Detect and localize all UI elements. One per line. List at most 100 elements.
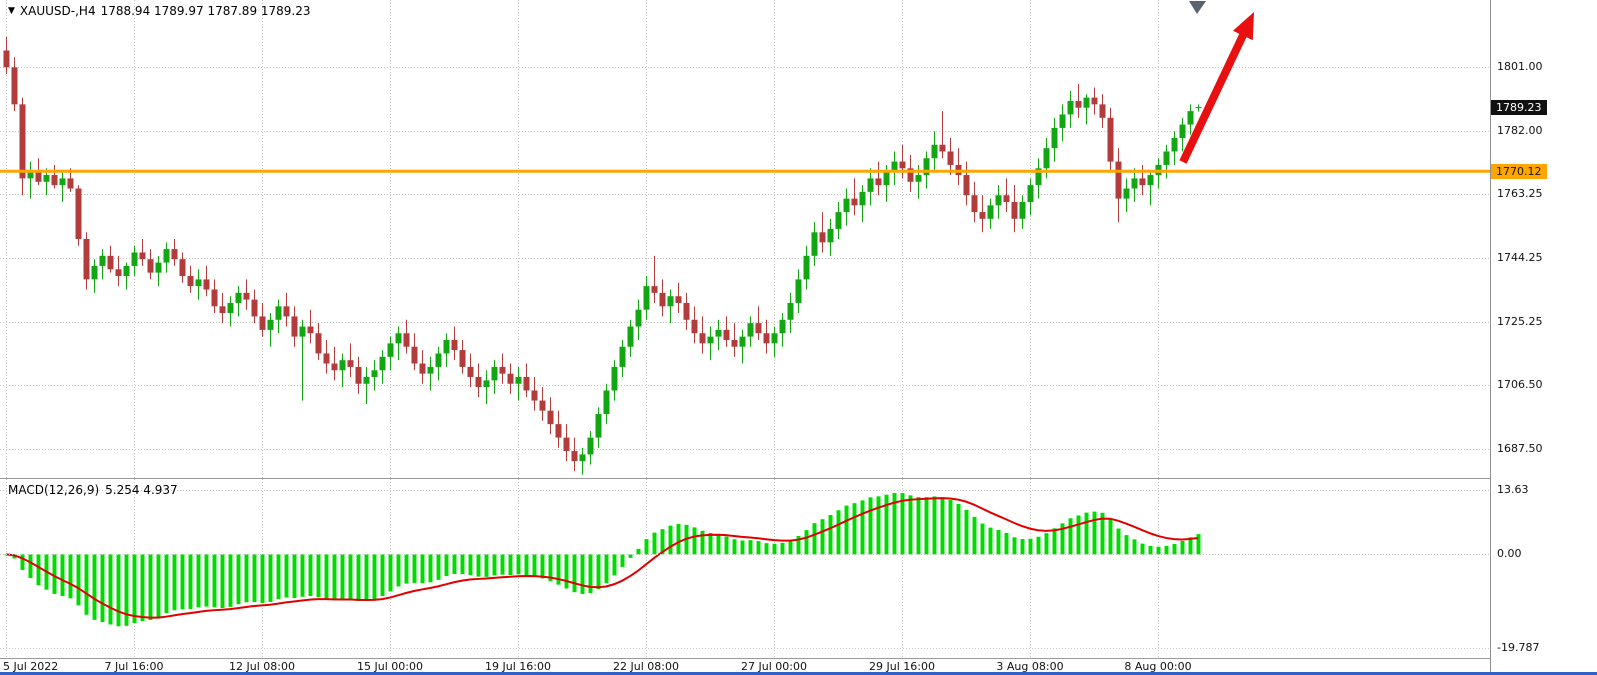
candle [1131, 168, 1138, 202]
candle [699, 316, 706, 354]
macd-histogram-bar [924, 497, 929, 555]
macd-histogram-bar [1052, 528, 1057, 555]
candle [355, 356, 362, 394]
macd-histogram-bar [388, 554, 393, 592]
macd-histogram-bar [644, 539, 649, 555]
macd-histogram-bar [396, 554, 401, 587]
candle [451, 326, 458, 361]
candle [203, 265, 210, 297]
macd-values: 5.254 4.937 [105, 483, 178, 497]
macd-histogram-bar [436, 554, 441, 580]
macd-histogram-bar [476, 554, 481, 577]
candle [411, 333, 418, 371]
macd-histogram-bar [908, 495, 913, 555]
macd-histogram-bar [676, 523, 681, 555]
candle [499, 353, 506, 384]
macd-histogram-bar [780, 542, 785, 555]
macd-histogram-bar [956, 503, 961, 555]
candle [123, 262, 130, 290]
macd-histogram-bar [548, 554, 553, 582]
macd-histogram-bar [868, 497, 873, 555]
candle [579, 447, 586, 475]
candle [347, 343, 354, 378]
time-axis-label: 5 Jul 2022 [3, 660, 59, 673]
candle [307, 309, 314, 344]
macd-histogram-bar [660, 529, 665, 555]
candle [1123, 178, 1130, 213]
macd-indicator-label: MACD(12,26,9) [8, 483, 100, 497]
macd-indicator-canvas[interactable] [0, 479, 1490, 658]
candle [531, 377, 538, 411]
candle [387, 336, 394, 371]
macd-histogram-bar [796, 535, 801, 555]
panel-separator[interactable] [0, 478, 1597, 479]
candle [851, 178, 858, 216]
candle [819, 212, 826, 253]
macd-histogram-bar [284, 554, 289, 598]
price-axis-tick: 1687.50 [1497, 442, 1543, 456]
macd-histogram-bar [1188, 537, 1193, 555]
candle [523, 363, 530, 398]
macd-histogram-bar [196, 554, 201, 608]
price-chart-canvas[interactable] [0, 0, 1490, 478]
candle [595, 407, 602, 448]
macd-histogram-bar [404, 554, 409, 584]
candle [1035, 158, 1042, 199]
macd-histogram-bar [828, 514, 833, 555]
candle [619, 339, 626, 378]
macd-histogram-bar [820, 519, 825, 555]
macd-histogram-bar [36, 554, 41, 586]
macd-histogram-bar [804, 530, 809, 555]
macd-histogram-bar [444, 554, 449, 577]
macd-histogram-bar [724, 536, 729, 555]
macd-histogram-bar [292, 554, 297, 598]
price-axis-tick: 1725.25 [1497, 315, 1543, 329]
candle [251, 289, 258, 324]
macd-histogram-bar [76, 554, 81, 606]
candle [771, 326, 778, 357]
price-axis-tick: 1782.00 [1497, 124, 1543, 138]
macd-histogram-bar [540, 554, 545, 579]
macd-histogram-bar [1124, 535, 1129, 555]
macd-histogram-bar [788, 540, 793, 555]
macd-histogram-bar [692, 527, 697, 555]
candle [43, 168, 50, 196]
candle [155, 255, 162, 287]
macd-histogram-bar [28, 554, 33, 579]
macd-histogram-bar [1012, 537, 1017, 555]
candle [267, 313, 274, 347]
macd-histogram-bar [604, 554, 609, 584]
candle [587, 430, 594, 465]
macd-histogram-bar [1108, 519, 1113, 555]
candle [603, 383, 610, 425]
candle [899, 144, 906, 179]
candle [675, 282, 682, 314]
candle [1163, 144, 1170, 179]
candle [683, 292, 690, 330]
macd-histogram-bar [988, 527, 993, 555]
candle [931, 131, 938, 172]
candle [291, 306, 298, 347]
macd-signal-line [5, 497, 1199, 619]
candle [787, 292, 794, 334]
price-axis[interactable]: 1789.23 1770.12 1801.00 1782.00 1763.25 174… [1490, 0, 1597, 675]
candle [219, 292, 226, 324]
macd-histogram-bar [620, 554, 625, 567]
macd-histogram-bar [700, 530, 705, 555]
time-axis[interactable]: 5 Jul 2022 7 Jul 16:00 12 Jul 08:00 15 Jul … [0, 659, 1490, 673]
macd-histogram-bar [468, 554, 473, 576]
macd-histogram-bar [308, 554, 313, 597]
candle [739, 329, 746, 364]
macd-histogram-bar [1196, 534, 1201, 555]
time-axis-label: 29 Jul 16:00 [869, 660, 935, 673]
macd-histogram-bar [500, 554, 505, 575]
macd-histogram-bar [372, 554, 377, 600]
candle [163, 242, 170, 273]
macd-histogram-bar [940, 497, 945, 555]
macd-histogram-bar [164, 554, 169, 614]
macd-histogram-bar [156, 554, 161, 618]
macd-histogram-bar [188, 554, 193, 609]
candle [939, 111, 946, 159]
macd-histogram-bar [556, 554, 561, 585]
macd-histogram-bar [964, 509, 969, 555]
